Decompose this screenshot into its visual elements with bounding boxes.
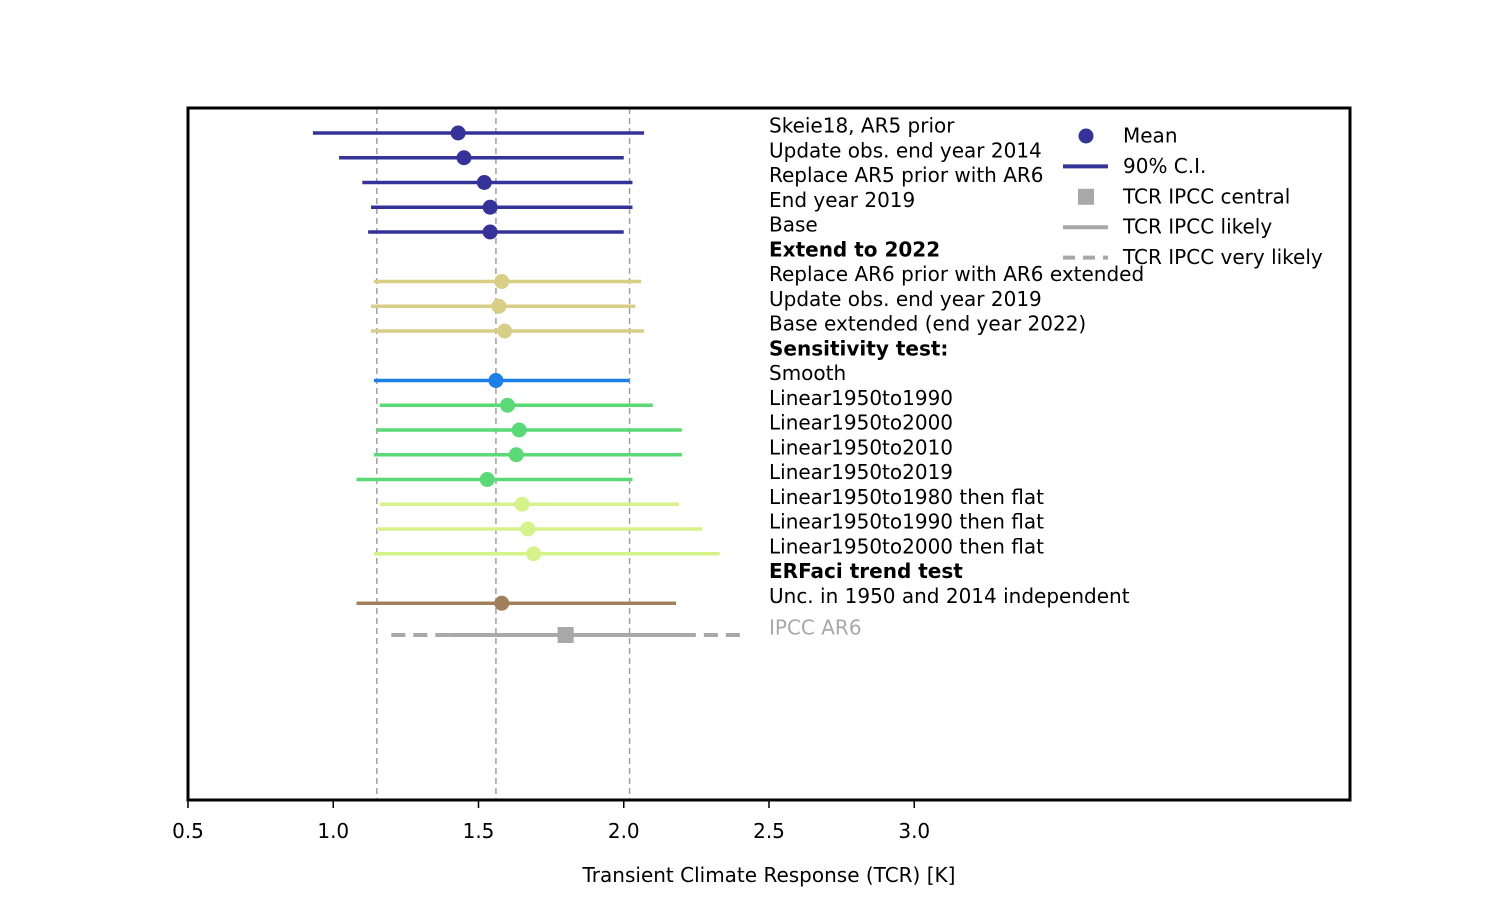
legend-label: TCR IPCC central bbox=[1122, 184, 1290, 208]
legend-label: TCR IPCC very likely bbox=[1122, 245, 1323, 269]
mean-marker bbox=[520, 521, 536, 537]
row-label: Linear1950to2000 then flat bbox=[769, 534, 1044, 558]
mean-marker bbox=[456, 150, 472, 166]
mean-marker bbox=[511, 422, 527, 438]
row-label: Smooth bbox=[769, 361, 846, 385]
x-tick-label: 2.5 bbox=[753, 819, 785, 843]
row-label: Linear1950to2019 bbox=[769, 460, 953, 484]
mean-marker bbox=[500, 397, 516, 413]
row-label: Linear1950to1990 then flat bbox=[769, 510, 1044, 534]
x-tick-label: 1.5 bbox=[463, 819, 495, 843]
row-label: End year 2019 bbox=[769, 188, 915, 212]
group-heading: Extend to 2022 bbox=[769, 237, 940, 261]
mean-marker bbox=[526, 546, 542, 562]
legend: Mean 90% C.I. TCR IPCC central TCR IPCC lik… bbox=[1063, 124, 1323, 269]
row-label: Linear1950to2010 bbox=[769, 435, 953, 459]
mean-marker bbox=[482, 224, 498, 240]
x-tick-label: 0.5 bbox=[172, 819, 204, 843]
mean-marker bbox=[497, 323, 513, 339]
legend-label: TCR IPCC likely bbox=[1122, 215, 1272, 239]
mean-marker bbox=[494, 274, 510, 289]
x-axis-label: Transient Climate Response (TCR) [K] bbox=[582, 863, 956, 887]
mean-marker bbox=[491, 298, 507, 314]
x-tick-label: 2.0 bbox=[608, 819, 640, 843]
mean-marker bbox=[479, 472, 495, 487]
legend-label: 90% C.I. bbox=[1123, 154, 1206, 178]
row-label: Linear1950to1980 then flat bbox=[769, 485, 1044, 509]
row-label: Replace AR5 prior with AR6 bbox=[769, 163, 1044, 187]
row-label: Linear1950to2000 bbox=[769, 411, 953, 435]
row-label: Update obs. end year 2019 bbox=[769, 287, 1042, 311]
row-label: Base extended (end year 2022) bbox=[769, 312, 1086, 336]
row-label: Update obs. end year 2014 bbox=[769, 138, 1042, 162]
row-label: Base bbox=[769, 213, 818, 237]
mean-marker bbox=[488, 373, 504, 388]
mean-marker bbox=[514, 496, 530, 512]
x-tick-label: 1.0 bbox=[317, 819, 349, 843]
mean-marker bbox=[450, 125, 466, 141]
mean-marker bbox=[476, 175, 492, 190]
x-tick-label: 3.0 bbox=[898, 819, 930, 843]
mean-marker bbox=[482, 199, 498, 215]
row-label: Skeie18, AR5 prior bbox=[769, 114, 955, 138]
row-label: Replace AR6 prior with AR6 extended bbox=[769, 262, 1144, 286]
row-label: Unc. in 1950 and 2014 independent bbox=[769, 584, 1130, 608]
legend-mean-marker bbox=[1078, 128, 1094, 144]
row-label: Linear1950to1990 bbox=[769, 386, 953, 410]
group-heading: ERFaci trend test bbox=[769, 559, 963, 583]
ipcc-row-label: IPCC AR6 bbox=[769, 616, 862, 640]
group-heading: Sensitivity test: bbox=[769, 336, 948, 360]
x-axis-ticks: 0.5 1.0 1.5 2.0 2.5 3.0 bbox=[172, 800, 930, 843]
ipcc-central-marker bbox=[557, 627, 574, 643]
mean-marker bbox=[494, 595, 510, 611]
legend-label: Mean bbox=[1123, 124, 1178, 148]
legend-central-marker bbox=[1078, 188, 1094, 205]
mean-marker bbox=[508, 447, 524, 463]
